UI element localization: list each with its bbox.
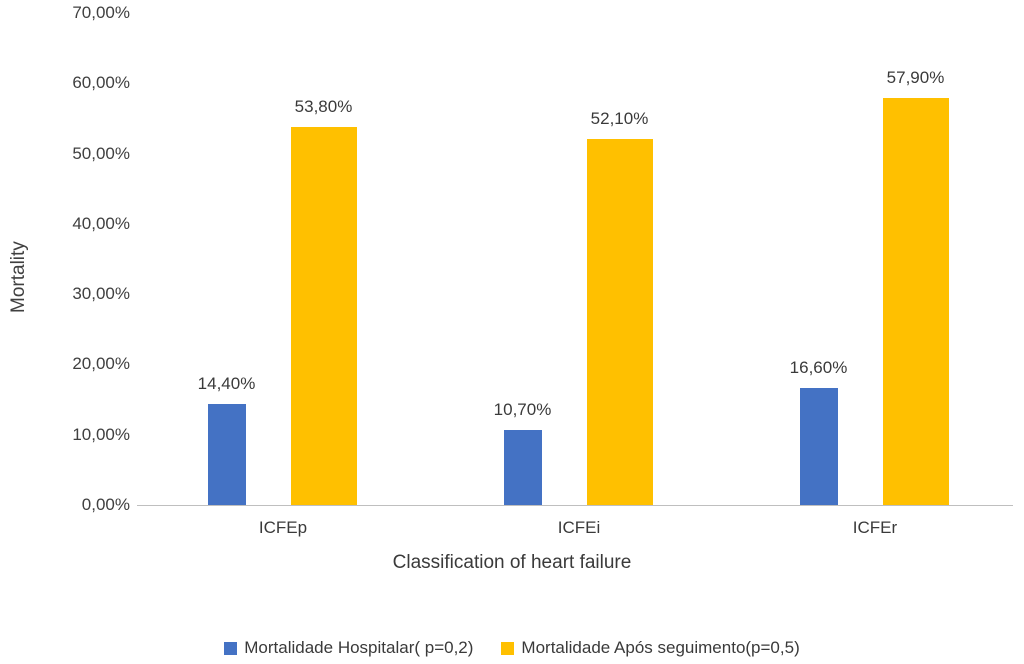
bar-hospitalar-icfer	[799, 388, 838, 505]
x-axis-category-label: ICFEr	[852, 518, 898, 537]
legend-item-hospitalar: Mortalidade Hospitalar( p=0,2)	[224, 638, 473, 658]
x-axis-title: Classification of heart failure	[392, 552, 632, 573]
bar-value-label: 53,80%	[294, 96, 353, 116]
y-axis-tick-label: 0,00%	[81, 495, 130, 514]
bar-value-label: 52,10%	[590, 108, 649, 128]
bar-seguimento-icfep	[290, 126, 357, 505]
bar-seguimento-icfei	[586, 138, 653, 505]
x-axis-line	[137, 505, 1013, 506]
bar-value-label: 57,90%	[886, 68, 945, 88]
y-axis-tick-label: 10,00%	[72, 424, 130, 444]
y-axis-title: Mortality	[8, 241, 29, 313]
y-axis-tick-label: 60,00%	[72, 73, 130, 93]
legend-swatch-yellow-icon	[501, 641, 515, 655]
x-axis-category-label: ICFEp	[258, 518, 308, 537]
y-axis-tick-label: 30,00%	[72, 284, 130, 304]
y-axis-tick-label: 70,00%	[72, 3, 130, 22]
y-axis-tick-label: 20,00%	[72, 354, 130, 374]
bar-hospitalar-icfei	[503, 429, 542, 505]
y-axis-tick-label: 50,00%	[72, 143, 130, 163]
bar-value-label: 10,70%	[493, 399, 552, 419]
bar-value-label: 16,60%	[789, 358, 848, 378]
x-axis-category-label: ICFEi	[557, 518, 601, 537]
legend-item-seguimento: Mortalidade Após seguimento(p=0,5)	[501, 638, 800, 658]
y-axis-tick-label: 40,00%	[72, 213, 130, 233]
bar-seguimento-icfer	[882, 98, 949, 505]
legend: Mortalidade Hospitalar( p=0,2) Mortalida…	[0, 638, 1024, 658]
legend-label-seguimento: Mortalidade Após seguimento(p=0,5)	[521, 638, 800, 657]
legend-label-hospitalar: Mortalidade Hospitalar( p=0,2)	[244, 638, 474, 657]
bar-hospitalar-icfep	[207, 403, 246, 505]
bar-value-label: 14,40%	[197, 373, 256, 393]
legend-swatch-blue-icon	[224, 641, 238, 655]
